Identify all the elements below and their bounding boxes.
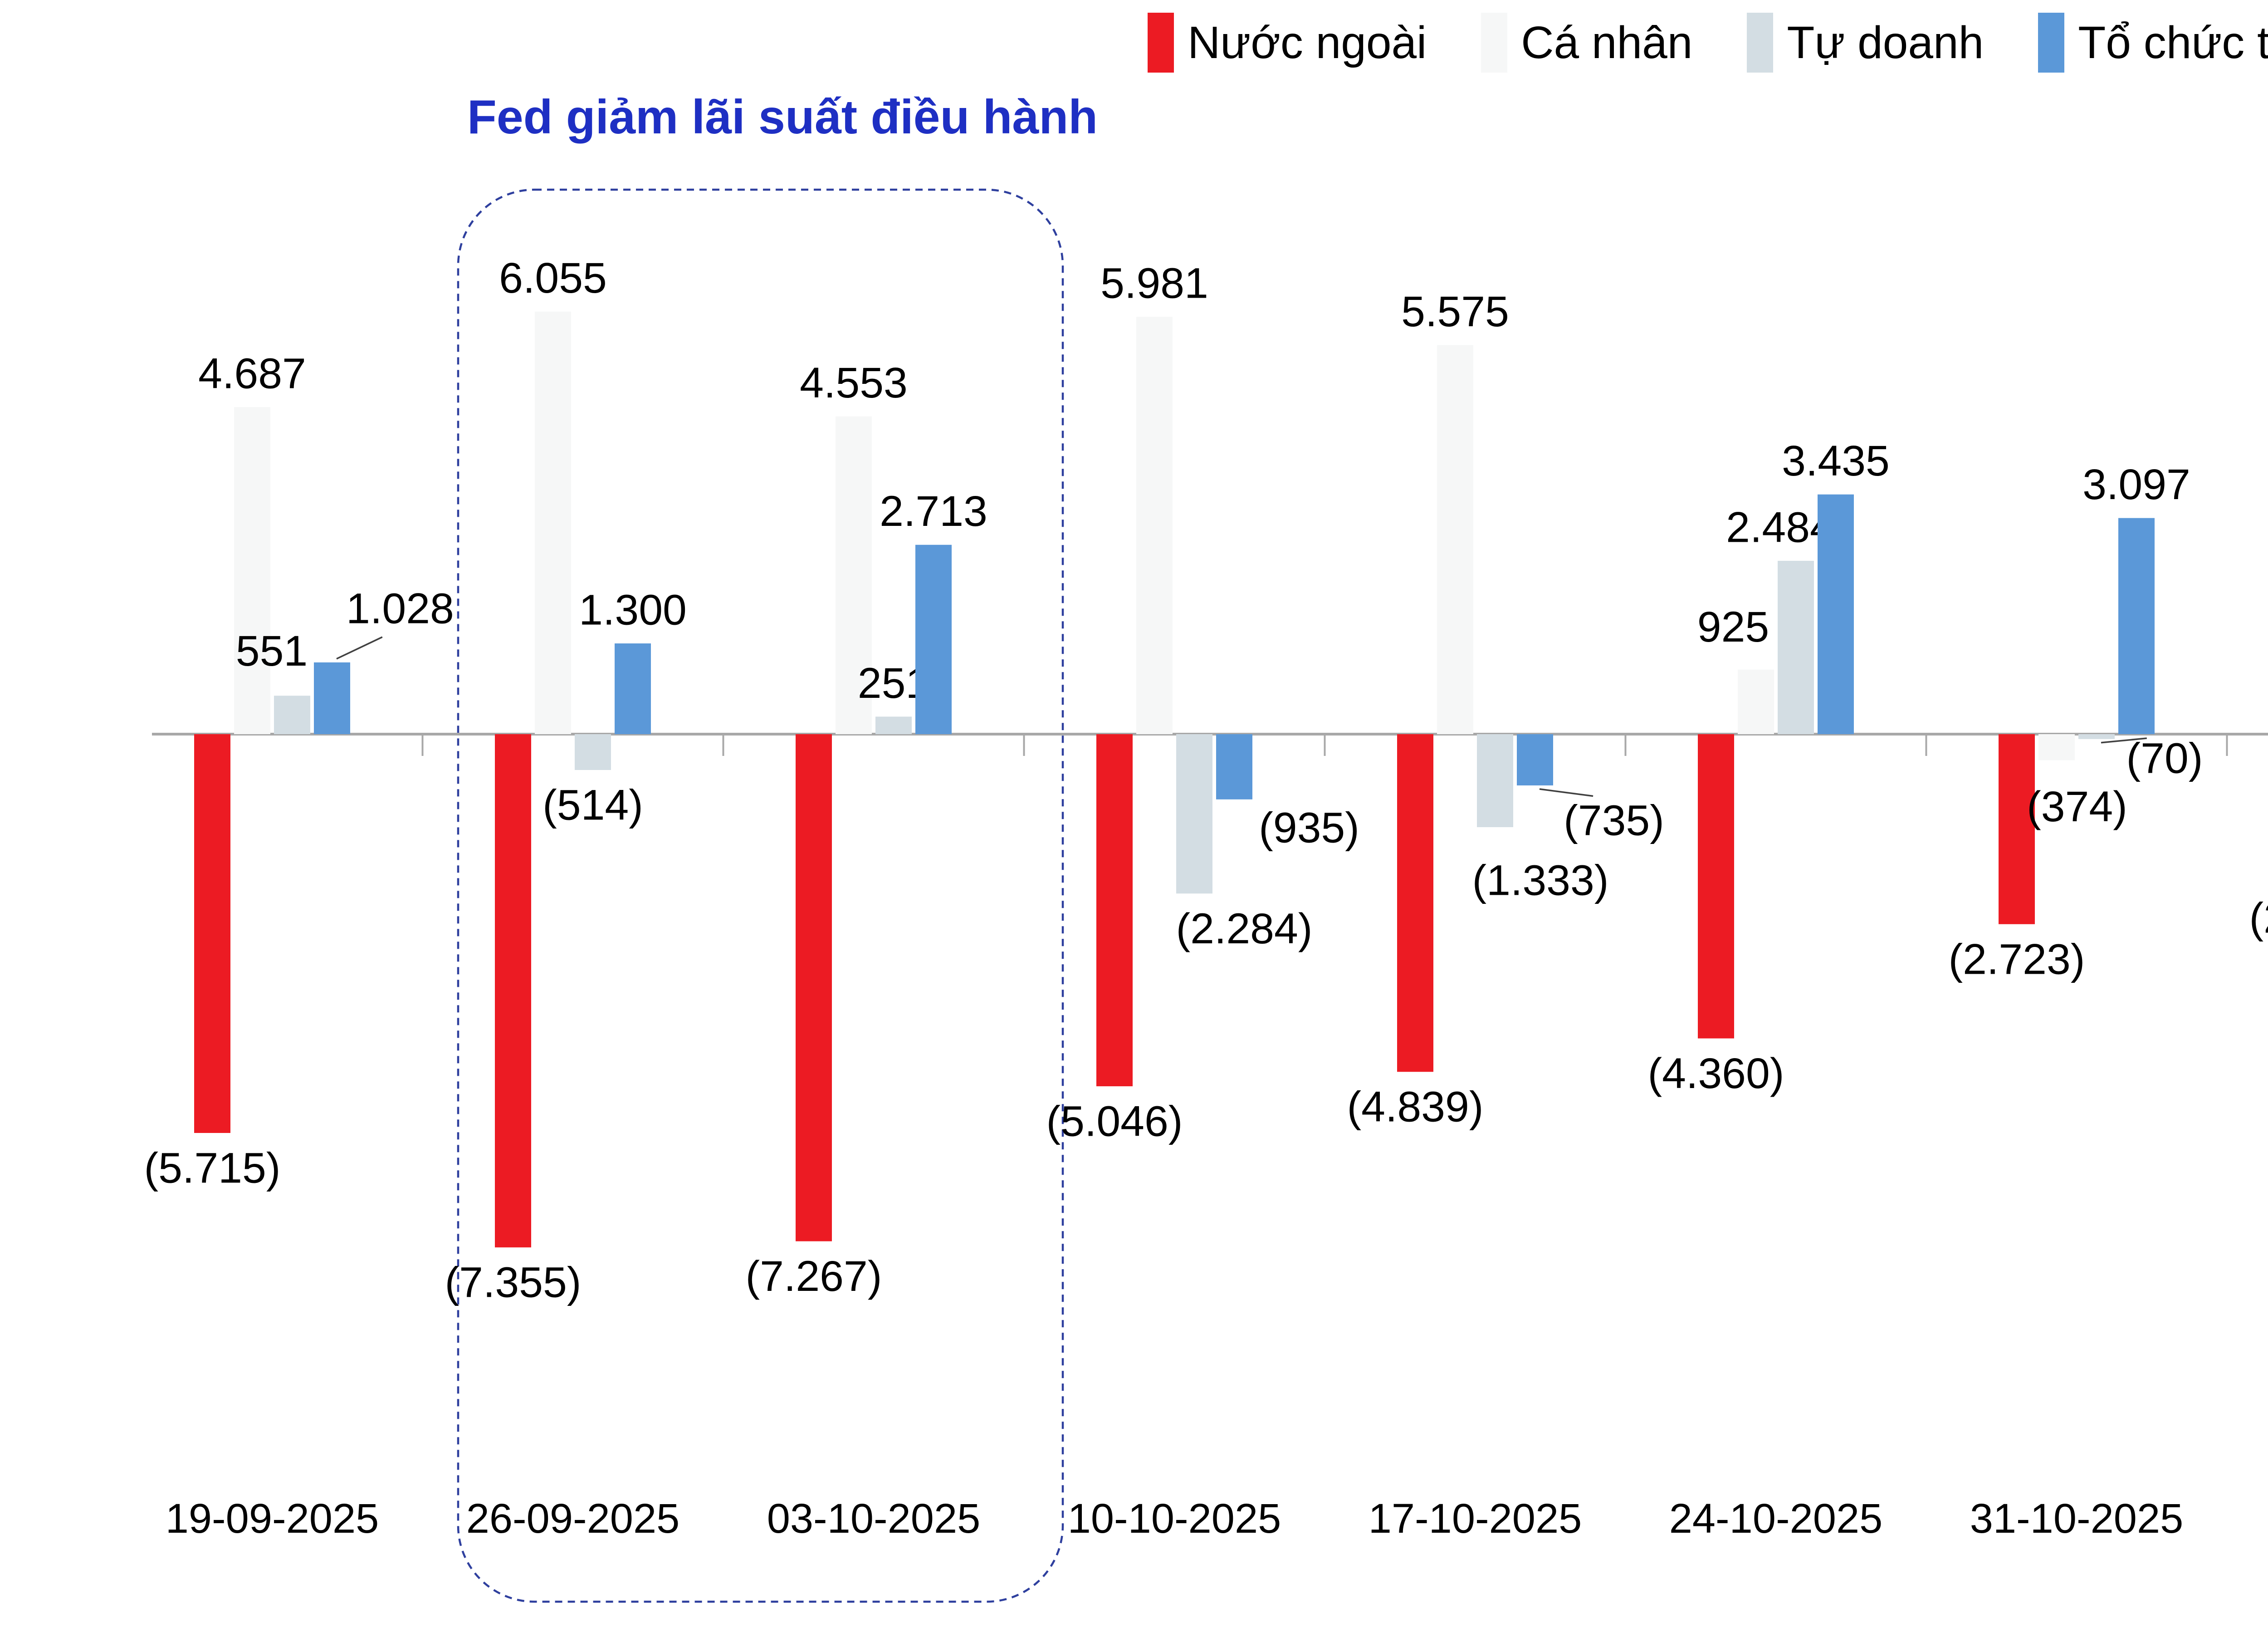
fed-period-highlight-box — [457, 188, 1064, 1603]
label-leader-line — [336, 636, 383, 660]
value-label: (70) — [2126, 734, 2203, 782]
value-label: (374) — [2027, 783, 2127, 831]
value-label: (2.132) — [2249, 894, 2268, 942]
bar-series1-cat5 — [1738, 669, 1774, 734]
bar-series1-cat0 — [234, 407, 270, 734]
legend-item-1: Cá nhân — [1481, 13, 1692, 73]
value-label: 5.981 — [1100, 260, 1208, 308]
bar-series2-cat6 — [2078, 734, 2115, 739]
bar-series2-cat1 — [575, 734, 611, 770]
bar-series0-cat1 — [495, 734, 531, 1248]
fed-annotation: Fed giảm lãi suất điều hành — [467, 90, 1098, 144]
value-label: (5.715) — [144, 1144, 280, 1192]
legend-swatch-icon — [1747, 13, 1774, 73]
legend-item-0: Nước ngoài — [1148, 13, 1427, 73]
value-label: 2.484 — [1726, 503, 1834, 551]
value-label: 2.713 — [880, 487, 987, 535]
x-axis-date-label: 19-09-2025 — [166, 1496, 379, 1542]
value-label: (2.284) — [1176, 905, 1312, 953]
value-label: 1.300 — [579, 586, 687, 634]
value-label: 4.553 — [800, 359, 908, 407]
bar-series2-cat3 — [1176, 734, 1212, 894]
legend: Nước ngoài Cá nhân Tự doanh Tổ chức trong n… — [0, 13, 2268, 73]
bar-series3-cat2 — [915, 544, 952, 734]
bar-series2-cat0 — [274, 696, 310, 734]
label-leader-line — [2101, 737, 2147, 744]
value-label: 6.055 — [499, 254, 607, 302]
legend-label: Cá nhân — [1521, 17, 1693, 68]
legend-swatch-icon — [1148, 13, 1174, 73]
bar-series3-cat0 — [314, 662, 350, 734]
legend-label: Nước ngoài — [1188, 17, 1427, 68]
bar-series1-cat6 — [2038, 734, 2075, 760]
value-label: (4.360) — [1647, 1049, 1784, 1098]
bar-series1-cat3 — [1136, 317, 1173, 734]
label-leader-line — [1539, 788, 1593, 797]
value-label: 5.575 — [1401, 288, 1509, 336]
legend-label: Tự doanh — [1787, 17, 1984, 68]
value-label: (7.267) — [745, 1252, 882, 1300]
legend-label: Tổ chức trong nước — [2078, 17, 2268, 68]
value-label: 4.687 — [198, 350, 306, 398]
bar-series2-cat2 — [875, 716, 912, 734]
x-axis-date-label: 03-10-2025 — [767, 1496, 981, 1542]
bar-series0-cat2 — [796, 734, 832, 1241]
x-axis-date-label: 17-10-2025 — [1369, 1496, 1582, 1542]
value-label: 3.435 — [1782, 437, 1890, 485]
value-label: (1.333) — [1472, 857, 1608, 905]
value-label: (935) — [1259, 804, 1359, 852]
x-axis-date-label: 31-10-2025 — [1970, 1496, 2184, 1542]
value-label: 1.028 — [346, 584, 454, 633]
legend-item-3: Tổ chức trong nước — [2038, 13, 2268, 73]
value-label: (2.723) — [1948, 935, 2085, 983]
legend-item-2: Tự doanh — [1747, 13, 1984, 73]
value-label: (5.046) — [1046, 1098, 1183, 1146]
bar-series3-cat5 — [1818, 494, 1854, 734]
bar-series3-cat1 — [615, 643, 651, 734]
bar-series3-cat3 — [1216, 734, 1252, 799]
value-label: (7.355) — [445, 1259, 581, 1307]
bar-series1-cat4 — [1437, 345, 1473, 734]
legend-swatch-icon — [1481, 13, 1508, 73]
x-axis-date-label: 26-09-2025 — [466, 1496, 680, 1542]
bar-series0-cat0 — [194, 734, 230, 1133]
bar-series3-cat4 — [1517, 734, 1553, 786]
value-label: (735) — [1564, 797, 1664, 845]
value-label: (4.839) — [1347, 1083, 1483, 1131]
bar-series2-cat5 — [1778, 560, 1814, 734]
bar-series0-cat3 — [1096, 734, 1133, 1087]
bar-series0-cat5 — [1698, 734, 1734, 1039]
legend-swatch-icon — [2038, 13, 2065, 73]
value-label: 3.097 — [2082, 461, 2190, 509]
value-label: 551 — [236, 627, 308, 675]
bar-series1-cat1 — [535, 311, 571, 734]
value-label: (514) — [543, 781, 643, 829]
x-axis-date-label: 24-10-2025 — [1669, 1496, 1883, 1542]
bar-series0-cat4 — [1397, 734, 1433, 1072]
bar-series1-cat2 — [836, 416, 872, 734]
bar-series0-cat6 — [1999, 734, 2035, 924]
x-axis-date-label: 10-10-2025 — [1068, 1496, 1281, 1542]
bar-series2-cat4 — [1477, 734, 1513, 828]
bar-series3-cat6 — [2118, 518, 2155, 734]
value-label: 925 — [1697, 603, 1769, 651]
